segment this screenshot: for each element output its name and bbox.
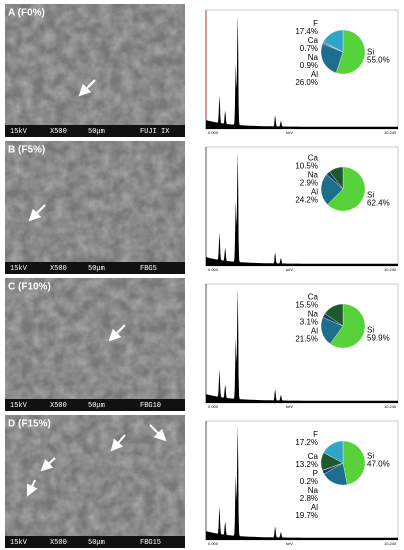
slice-value: 55.0%: [367, 55, 390, 64]
pie-slice: [329, 166, 344, 190]
spectrum: [206, 424, 398, 540]
slice-name: Ca: [308, 154, 319, 163]
x-start: 0.000: [208, 541, 219, 546]
slice-name: Al: [311, 326, 318, 335]
slice-value: 17.4%: [295, 27, 318, 36]
arrow: [40, 457, 56, 472]
sem-caption: FUJI IX: [140, 128, 170, 136]
x-end: 10.240: [384, 130, 397, 135]
arrow: [149, 424, 167, 442]
slice-name: F: [313, 19, 318, 28]
slice-value: 0.9%: [300, 61, 318, 70]
sem-texture: [5, 415, 185, 548]
slice-name: Si: [367, 47, 374, 56]
x-end: 10.240: [384, 404, 397, 409]
pie-slice: [336, 29, 366, 75]
slice-name: Ca: [308, 36, 319, 45]
sem-caption: 15kV: [10, 265, 28, 273]
slice-value: 24.2%: [295, 196, 318, 205]
slice-value: 21.5%: [295, 334, 318, 343]
slice-value: 0.2%: [300, 477, 318, 486]
sem-caption: FBG15: [140, 539, 161, 547]
panel-label: A (F0%): [8, 8, 45, 19]
caption-bar: [5, 536, 185, 548]
caption-bar: [5, 125, 185, 137]
slice-value: 47.0%: [367, 459, 390, 468]
pie-slice: [320, 174, 344, 205]
sem-texture: [5, 4, 185, 137]
sem-caption: 50μm: [88, 265, 105, 273]
x-start: 0.000: [208, 267, 219, 272]
sem-texture: [5, 278, 185, 411]
slice-value: 62.4%: [367, 199, 390, 208]
arrow: [110, 434, 126, 452]
slice-name: Si: [367, 191, 374, 200]
x-end: 10.240: [384, 541, 397, 546]
x-unit: keV: [286, 130, 293, 135]
pie-slice: [323, 440, 344, 464]
slice-value: 13.2%: [295, 460, 318, 469]
arrow: [26, 479, 38, 497]
slice-name: P: [313, 469, 318, 478]
sem-texture: [5, 141, 185, 274]
sem-caption: X500: [50, 539, 67, 547]
slice-name: F: [313, 430, 318, 439]
pie-slice: [327, 166, 366, 212]
panel-label: B (F5%): [8, 145, 45, 156]
slice-value: 17.2%: [295, 438, 318, 447]
slice-value: 26.0%: [295, 78, 318, 87]
slice-value: 2.8%: [300, 494, 318, 503]
x-start: 0.000: [208, 404, 219, 409]
sem-caption: 50μm: [88, 402, 105, 410]
x-unit: keV: [286, 404, 293, 409]
slice-name: Al: [311, 188, 318, 197]
slice-name: Ca: [308, 452, 319, 461]
spectrum: [206, 287, 398, 403]
pie-slice: [320, 43, 344, 74]
slice-value: 10.5%: [295, 162, 318, 171]
slice-value: 19.7%: [295, 511, 318, 520]
slice-name: Si: [367, 451, 374, 460]
arrow: [28, 204, 46, 222]
panel-label: C (F10%): [8, 282, 51, 293]
sem-caption: 15kV: [10, 128, 28, 136]
x-start: 0.000: [208, 130, 219, 135]
x-unit: keV: [286, 541, 293, 546]
pie-slice: [342, 440, 366, 485]
x-unit: keV: [286, 267, 293, 272]
pie-slice: [329, 303, 366, 349]
panel-label: D (F15%): [8, 419, 51, 430]
pie-slice: [323, 29, 344, 53]
slice-value: 2.9%: [300, 179, 318, 188]
x-end: 10.240: [384, 267, 397, 272]
slice-name: Si: [367, 326, 374, 335]
sem-caption: FBG5: [140, 265, 157, 273]
sem-caption: 50μm: [88, 128, 105, 136]
slice-value: 15.5%: [295, 300, 318, 309]
slice-name: Al: [311, 70, 318, 79]
slice-name: Na: [308, 171, 319, 180]
slice-name: Na: [308, 486, 319, 495]
sem-caption: 50μm: [88, 539, 105, 547]
sem-caption: FBG10: [140, 402, 161, 410]
sem-caption: X500: [50, 128, 67, 136]
sem-caption: 15kV: [10, 402, 28, 410]
slice-value: 59.9%: [367, 334, 390, 343]
spectrum: [206, 13, 398, 129]
sem-caption: X500: [50, 402, 67, 410]
caption-bar: [5, 399, 185, 411]
spectrum: [206, 150, 398, 266]
sem-caption: X500: [50, 265, 67, 273]
arrow: [108, 324, 126, 342]
slice-name: Ca: [308, 292, 319, 301]
sem-caption: 15kV: [10, 539, 28, 547]
caption-bar: [5, 262, 185, 274]
slice-value: 0.7%: [300, 44, 318, 53]
slice-value: 3.1%: [300, 317, 318, 326]
slice-name: Na: [308, 309, 319, 318]
slice-name: Al: [311, 503, 318, 512]
slice-name: Na: [308, 53, 319, 62]
arrow: [78, 79, 96, 97]
